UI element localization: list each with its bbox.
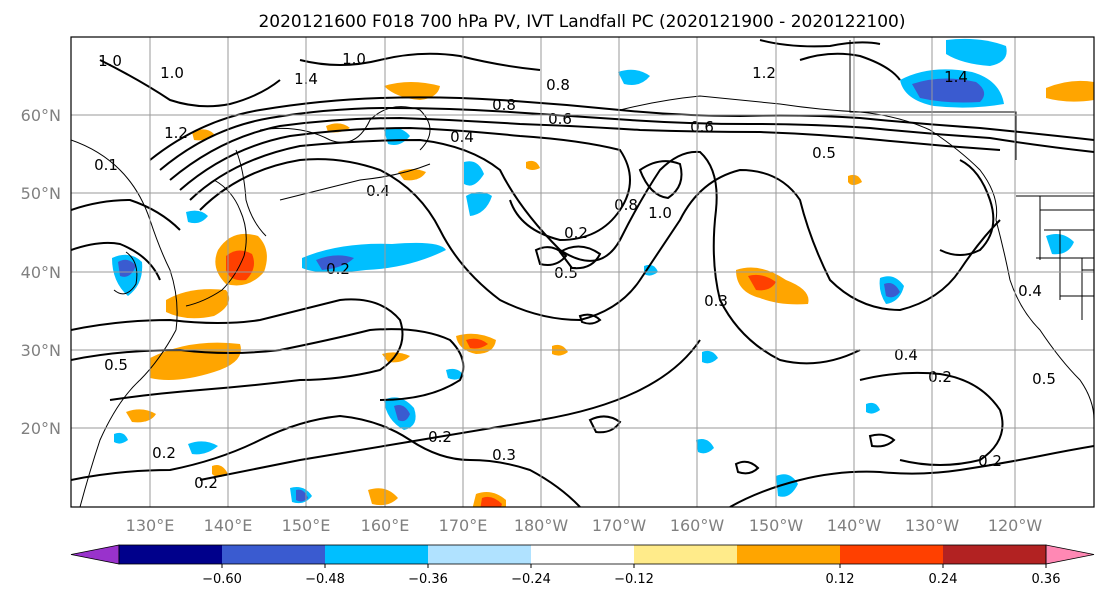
- lon-label: 170°W: [592, 516, 647, 535]
- contour-label: 0.2: [978, 452, 1002, 470]
- contour-label: 0.4: [450, 128, 474, 146]
- colorbar-segment: [325, 545, 429, 564]
- colorbar-segment: [531, 545, 635, 564]
- lon-label: 180°W: [514, 516, 569, 535]
- map-panel: 1.0 1.0 1.0 1.4 0.8 0.8 0.6 0.6 1.2 1.4 …: [70, 36, 1095, 508]
- lat-label: 60°N: [21, 106, 61, 125]
- colorbar-extend-low: [70, 544, 120, 565]
- colorbar-tick-label: −0.60: [202, 572, 242, 587]
- colorbar-segment: [222, 545, 326, 564]
- lon-label: 170°E: [439, 516, 488, 535]
- latitude-labels: 60°N 50°N 40°N 30°N 20°N: [21, 106, 61, 438]
- colorbar-tick-label: −0.48: [305, 572, 345, 587]
- colorbar-tick-label: −0.36: [408, 572, 448, 587]
- contour-label: 0.4: [366, 182, 390, 200]
- colorbar: −0.60−0.48−0.36−0.24−0.120.120.240.360.4…: [70, 544, 1095, 587]
- colorbar-segment: [840, 545, 944, 564]
- contour-label: 0.3: [492, 446, 516, 464]
- contour-label: 0.5: [1032, 370, 1056, 388]
- lon-label: 160°W: [670, 516, 725, 535]
- coastlines: [71, 40, 1094, 507]
- colorbar-tick-label: 0.24: [929, 572, 958, 587]
- contour-label: 1.0: [342, 50, 366, 68]
- longitude-labels: 130°E 140°E 150°E 160°E 170°E 180°W 170°…: [126, 516, 1043, 535]
- colorbar-tick-label: −0.12: [614, 572, 654, 587]
- colorbar-segment: [428, 545, 532, 564]
- contour-label: 0.2: [564, 224, 588, 242]
- contour-label: 0.5: [812, 144, 836, 162]
- lon-label: 130°E: [126, 516, 175, 535]
- colorbar-frame: [118, 544, 1047, 565]
- contour-label: 0.6: [548, 110, 572, 128]
- contour-label: 0.2: [428, 428, 452, 446]
- contour-label: 1.0: [648, 204, 672, 222]
- graticule: [71, 37, 1094, 507]
- contour-label: 1.0: [98, 52, 122, 70]
- colorbar-segment: [634, 545, 738, 564]
- contour-label: 0.4: [1018, 282, 1042, 300]
- pv-negative-shading: [112, 38, 1074, 504]
- contour-label: 0.4: [894, 346, 918, 364]
- map-frame: [70, 36, 1095, 508]
- colorbar-tick-label: −0.24: [511, 572, 551, 587]
- colorbar-segment: [737, 545, 841, 564]
- contour-label: 0.2: [194, 474, 218, 492]
- colorbar-tick-label: 0.12: [826, 572, 855, 587]
- contour-label: 0.2: [152, 444, 176, 462]
- contour-label: 0.8: [614, 196, 638, 214]
- contour-label: 0.1: [94, 156, 118, 174]
- lon-label: 130°W: [905, 516, 960, 535]
- contour-label: 1.4: [944, 68, 968, 86]
- lat-label: 20°N: [21, 419, 61, 438]
- contour-label: 0.8: [492, 96, 516, 114]
- lat-label: 50°N: [21, 184, 61, 203]
- colorbar-segment: [943, 545, 1047, 564]
- contour-label: 0.2: [928, 368, 952, 386]
- lon-label: 150°E: [282, 516, 331, 535]
- lon-label: 120°W: [988, 516, 1043, 535]
- contour-label: 0.3: [704, 292, 728, 310]
- contour-label: 0.8: [546, 76, 570, 94]
- contour-label: 1.0: [160, 64, 184, 82]
- contour-label: 1.2: [164, 124, 188, 142]
- lon-label: 140°W: [827, 516, 882, 535]
- contour-label: 0.5: [554, 264, 578, 282]
- contour-labels: 1.0 1.0 1.0 1.4 0.8 0.8 0.6 0.6 1.2 1.4 …: [94, 50, 1056, 492]
- contour-label: 0.2: [326, 260, 350, 278]
- colorbar-segment: [119, 545, 223, 564]
- colorbar-extend-high: [1045, 544, 1095, 565]
- lon-label: 140°E: [204, 516, 253, 535]
- contour-label: 1.2: [752, 64, 776, 82]
- contour-label: 0.5: [104, 356, 128, 374]
- map-title: 2020121600 F018 700 hPa PV, IVT Landfall…: [258, 12, 905, 32]
- lat-label: 40°N: [21, 263, 61, 282]
- lon-label: 160°E: [361, 516, 410, 535]
- lon-label: 150°W: [749, 516, 804, 535]
- contour-label: 0.6: [690, 118, 714, 136]
- colorbar-tick-label: 0.36: [1032, 572, 1061, 587]
- pv-positive-shading: [126, 80, 1094, 507]
- lat-label: 30°N: [21, 341, 61, 360]
